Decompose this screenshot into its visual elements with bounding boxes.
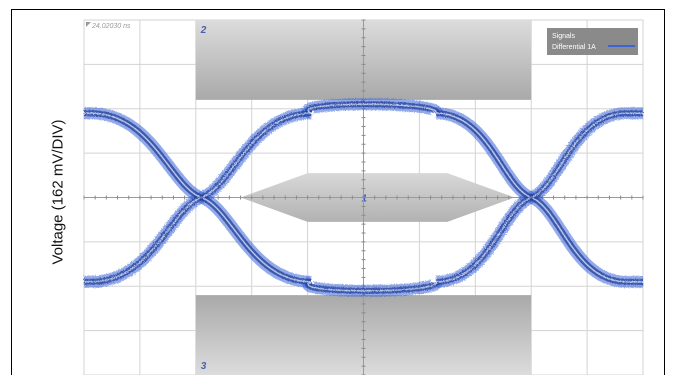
- legend-title: Signals: [552, 33, 575, 40]
- crossing-point: [529, 195, 534, 200]
- timestamp-label: 24.02030 ns: [91, 23, 131, 30]
- eye-trace-core: [307, 103, 437, 114]
- legend: Signals Differential 1A: [547, 28, 638, 55]
- mask-label-1: 1: [362, 194, 368, 205]
- eye-trace-bundle: [84, 98, 643, 297]
- eye-trace-core: [307, 281, 437, 292]
- legend-box: [547, 28, 638, 55]
- mask-label-2: 2: [200, 25, 207, 36]
- eye-traces: [84, 98, 643, 297]
- mask-label-3: 3: [201, 361, 207, 372]
- legend-entry-label: Differential 1A: [552, 44, 596, 51]
- crossing-point: [199, 195, 204, 200]
- timestamp-marker-icon: [86, 22, 91, 27]
